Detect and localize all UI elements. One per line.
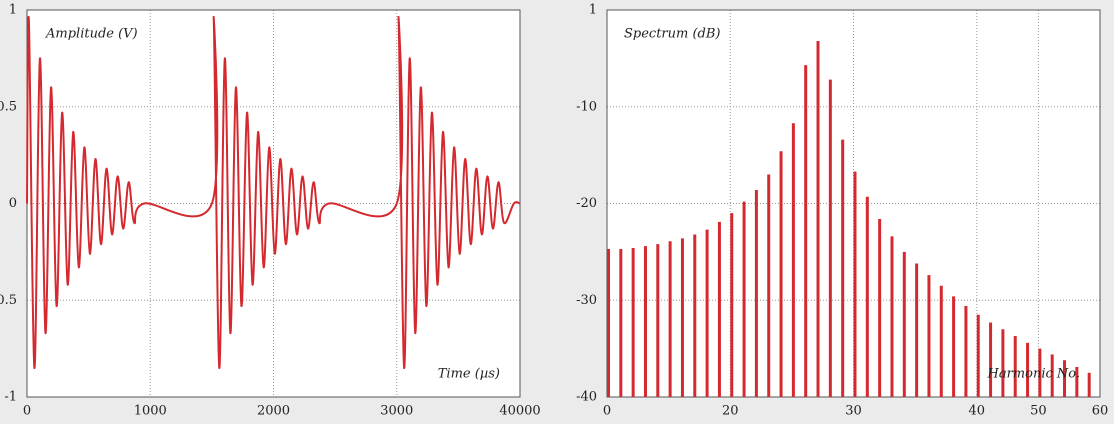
y-tick-label: 1	[9, 3, 17, 18]
series-line	[26, 15, 521, 369]
y-tick-label: -40	[576, 390, 597, 405]
x-tick-label: 50	[1030, 404, 1047, 419]
y-tick-label: -20	[576, 196, 597, 211]
x-tick-label: 60	[1092, 404, 1109, 419]
x-tick-label: 40000	[499, 404, 540, 419]
y-tick-label: 0	[9, 196, 17, 211]
x-tick-label: 2000	[257, 404, 290, 419]
y-tick-label: 0.5	[0, 99, 17, 114]
x-tick-label: 30	[845, 404, 862, 419]
x-tick-label: 20	[722, 404, 739, 419]
y-tick-label: -0.5	[0, 293, 17, 308]
annotation: Harmonic No.	[986, 367, 1080, 382]
y-tick-label: -10	[576, 99, 597, 114]
y-tick-label: -1	[4, 390, 17, 405]
y-tick-label: -30	[576, 293, 597, 308]
y-tick-label: 1	[589, 3, 597, 18]
x-tick-label: 0	[603, 404, 611, 419]
x-tick-label: 3000	[380, 404, 413, 419]
annotation: Amplitude (V)	[45, 27, 138, 42]
x-tick-label: 0	[23, 404, 31, 419]
annotation: Spectrum (dB)	[624, 27, 721, 42]
annotation: Time (µs)	[438, 367, 500, 382]
x-tick-label: 1000	[134, 404, 167, 419]
x-tick-label: 40	[968, 404, 985, 419]
